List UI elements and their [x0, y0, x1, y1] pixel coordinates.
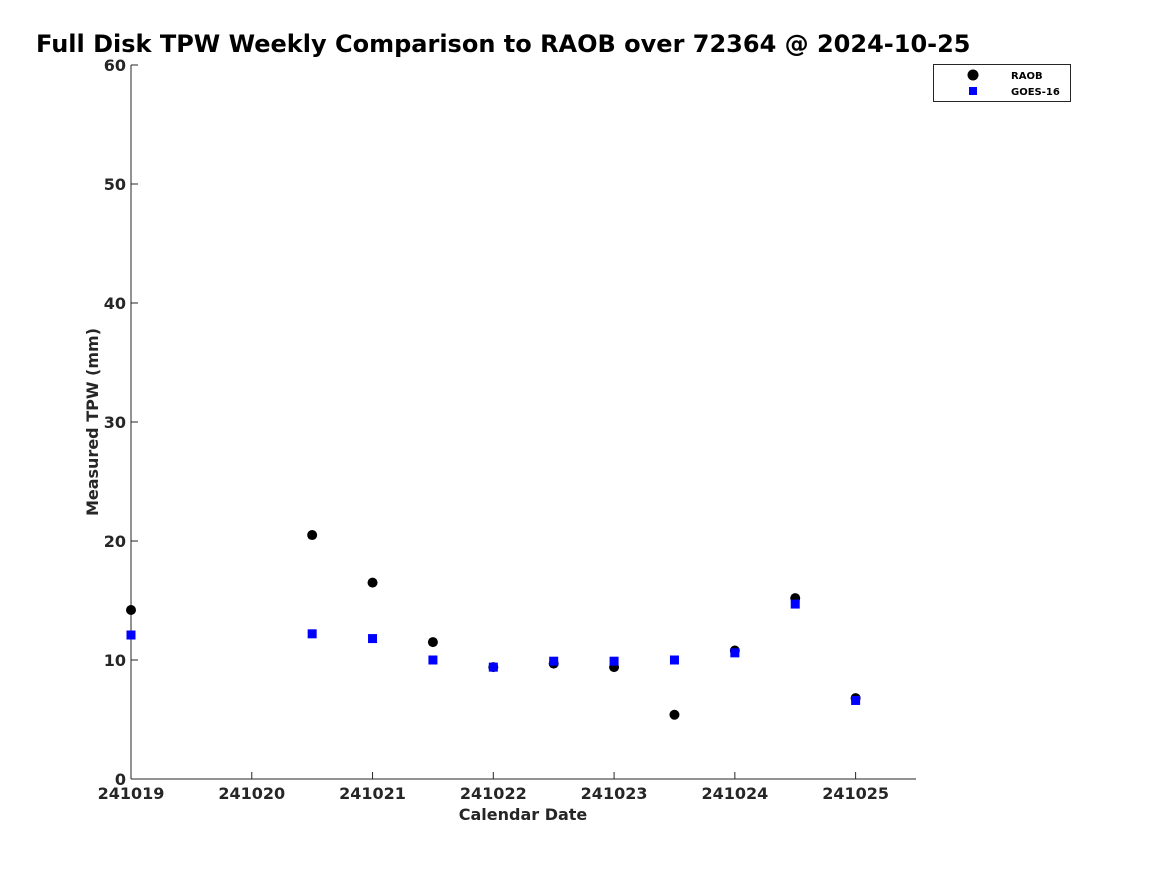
y-tick-label: 50 — [104, 175, 126, 194]
legend-marker-goes-16 — [969, 87, 977, 95]
chart-title: Full Disk TPW Weekly Comparison to RAOB … — [36, 30, 971, 58]
x-axis-label: Calendar Date — [459, 805, 588, 824]
raob-point — [367, 577, 378, 588]
goes-16-point — [549, 656, 559, 666]
raob-point — [427, 637, 438, 648]
raob-point — [669, 709, 680, 720]
y-tick-label: 40 — [104, 294, 126, 313]
goes-16-point — [730, 648, 740, 658]
goes-16-point — [790, 599, 800, 609]
goes-16-point — [368, 634, 378, 644]
y-tick-label: 0 — [115, 770, 126, 789]
x-tick-label: 241024 — [701, 784, 768, 803]
x-tick-label: 241025 — [822, 784, 889, 803]
goes-16-point — [126, 630, 136, 640]
legend-marker-raob — [967, 69, 979, 81]
x-tick-label: 241023 — [581, 784, 648, 803]
raob-point — [307, 530, 318, 541]
data-marks — [126, 530, 861, 720]
x-tick-label: 241020 — [218, 784, 285, 803]
x-tick-label: 241019 — [98, 784, 165, 803]
y-tick-label: 60 — [104, 56, 126, 75]
goes-16-point — [669, 655, 679, 665]
x-tick-label: 241022 — [460, 784, 527, 803]
legend-label-goes-16: GOES-16 — [1011, 87, 1060, 98]
x-tick-label: 241021 — [339, 784, 406, 803]
legend-box — [933, 64, 1071, 102]
legend-label-raob: RAOB — [1011, 71, 1043, 82]
plot-axes: 0 10 20 30 40 50 60 241019 241020 241021 241022 241… — [98, 56, 916, 803]
raob-point — [126, 605, 136, 616]
goes-16-point — [307, 629, 317, 639]
goes-16-point — [609, 656, 619, 666]
goes-16-point — [851, 695, 861, 705]
y-tick-label: 10 — [104, 651, 126, 670]
legend: RAOB GOES-16 — [933, 64, 1071, 102]
goes-16-point — [428, 655, 438, 665]
goes-16-point — [488, 662, 498, 672]
y-tick-label: 30 — [104, 413, 126, 432]
y-axis-label: Measured TPW (mm) — [83, 328, 102, 516]
y-tick-label: 20 — [104, 532, 126, 551]
